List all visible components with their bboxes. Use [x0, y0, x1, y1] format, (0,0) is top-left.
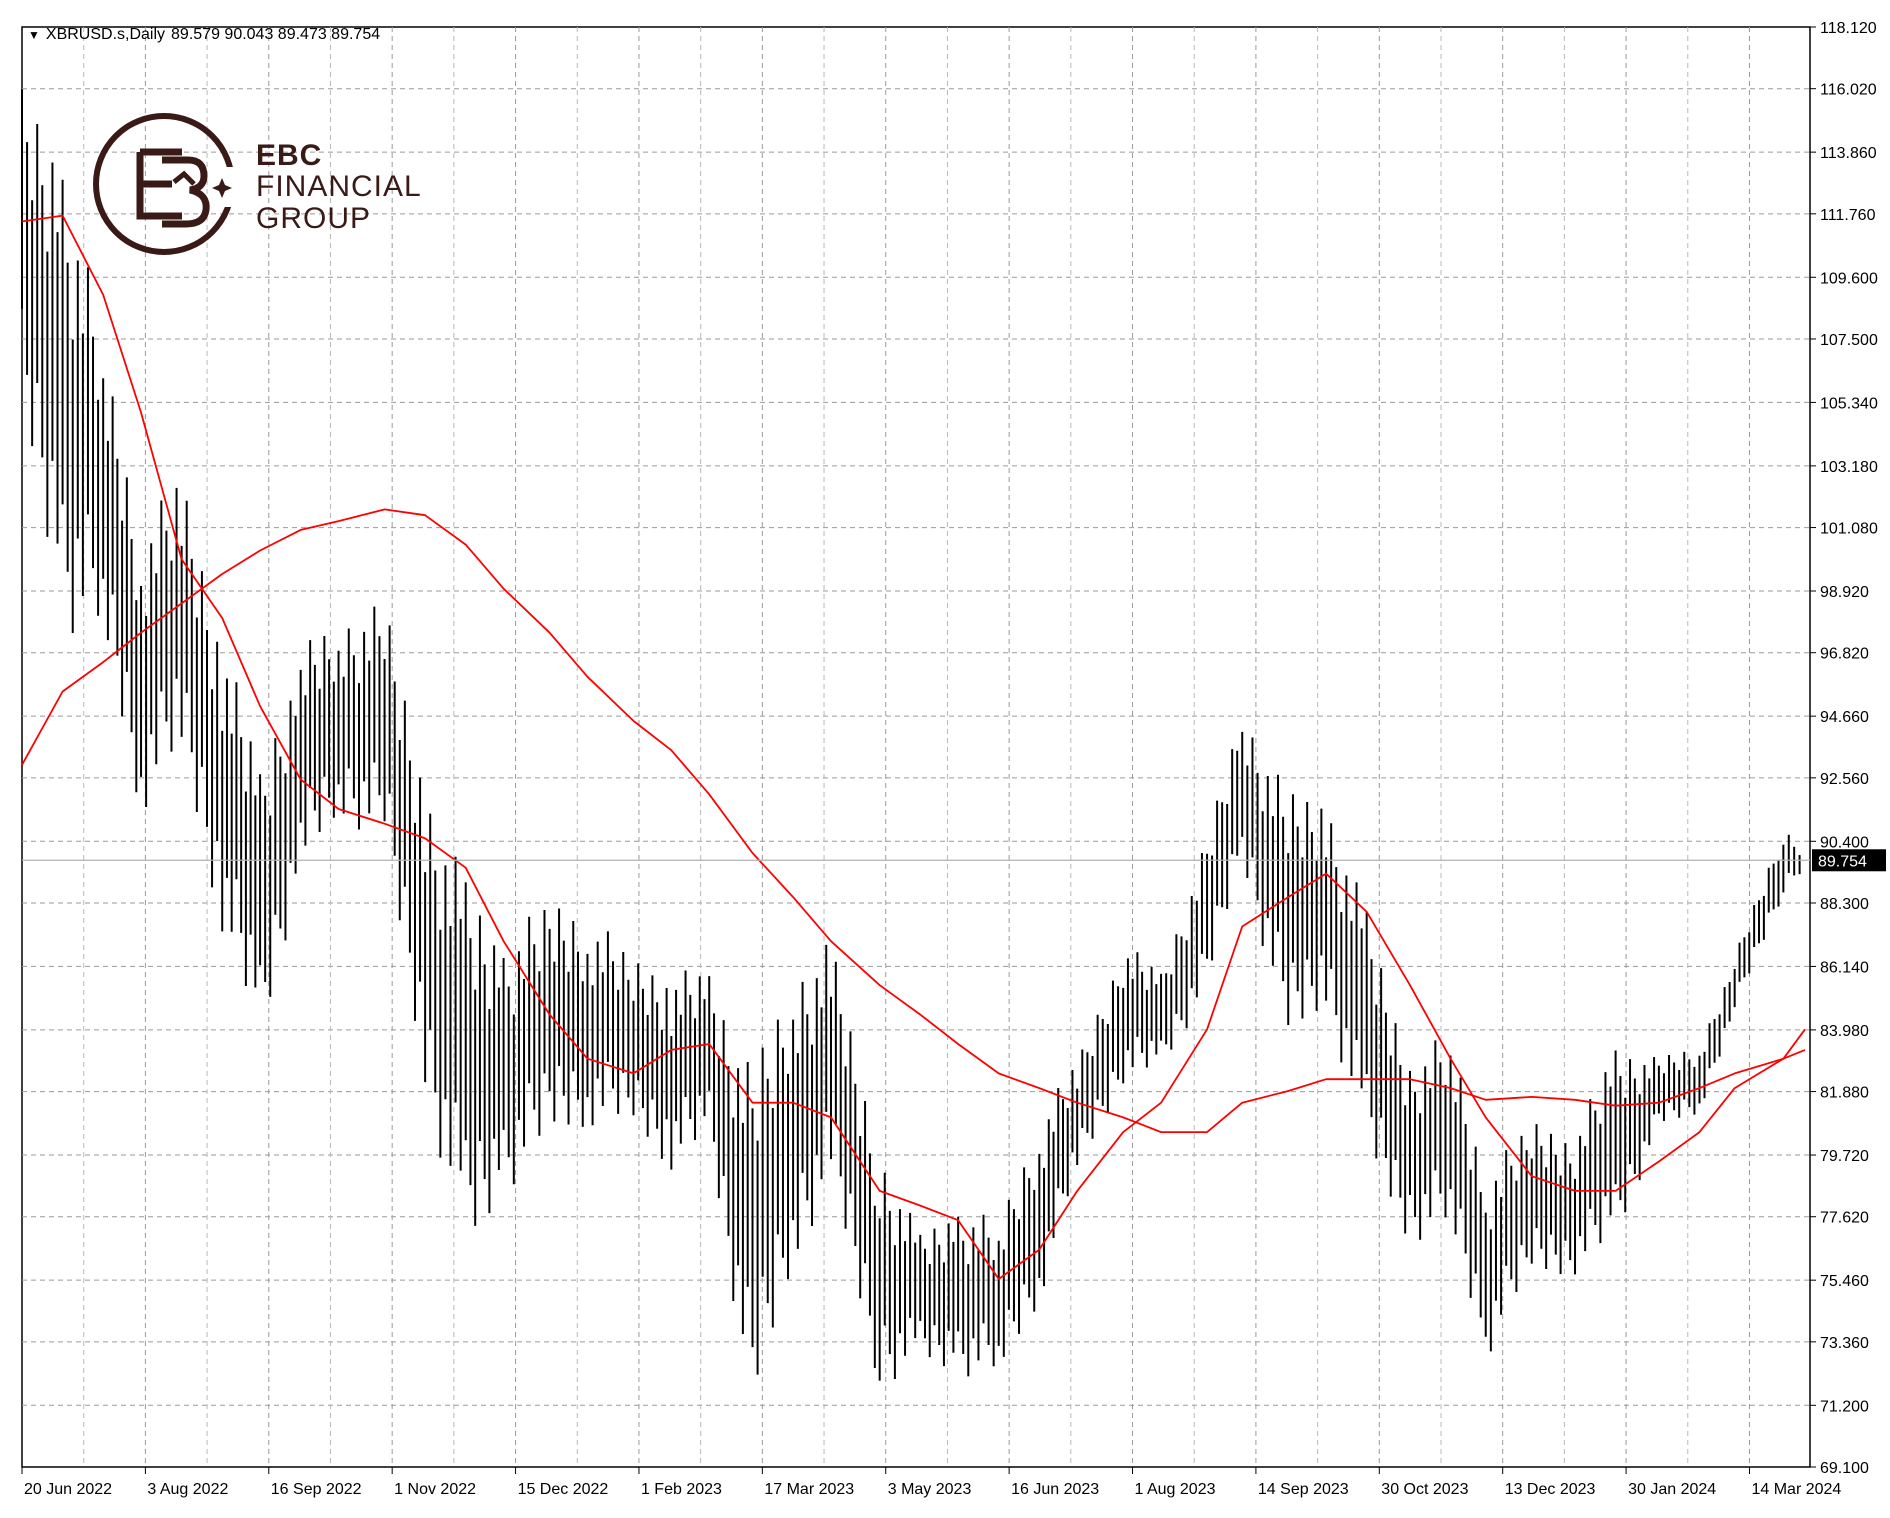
y-tick-label: 73.360	[1820, 1335, 1869, 1352]
chart-header: ▼ XBRUSD.s,Daily 89.579 90.043 89.473 89…	[28, 26, 380, 44]
current-price-badge	[1812, 849, 1886, 872]
y-tick-label: 86.140	[1820, 959, 1869, 976]
x-tick-label: 3 May 2023	[888, 1481, 972, 1498]
y-tick-label: 98.920	[1820, 584, 1869, 601]
y-tick-label: 88.300	[1820, 896, 1869, 913]
y-tick-label: 90.400	[1820, 834, 1869, 851]
y-tick-label: 71.200	[1820, 1398, 1869, 1415]
x-tick-label: 13 Dec 2023	[1505, 1481, 1596, 1498]
x-tick-label: 14 Mar 2024	[1751, 1481, 1841, 1498]
x-tick-label: 17 Mar 2023	[764, 1481, 854, 1498]
x-tick-label: 16 Jun 2023	[1011, 1481, 1099, 1498]
logo-line-financial: FINANCIAL	[256, 170, 422, 204]
moving-average-line-2	[21, 508, 1806, 1133]
y-tick-label: 69.100	[1820, 1460, 1869, 1477]
y-tick-label: 107.500	[1820, 332, 1878, 349]
ebc-logo: EBC FINANCIAL GROUP	[92, 112, 422, 262]
logo-line-ebc: EBC	[256, 138, 323, 172]
y-tick-label: 103.180	[1820, 459, 1878, 476]
x-tick-label: 3 Aug 2022	[147, 1481, 228, 1498]
current-price-label: 89.754	[1818, 853, 1867, 870]
ebc-monogram-logo-icon	[93, 113, 236, 255]
x-tick-label: 30 Oct 2023	[1381, 1481, 1468, 1498]
chart-symbol: XBRUSD.s,Daily	[45, 26, 166, 43]
y-tick-label: 111.760	[1820, 207, 1876, 224]
y-tick-label: 83.980	[1820, 1023, 1869, 1040]
y-tick-label: 92.560	[1820, 771, 1869, 788]
y-tick-label: 113.860	[1820, 145, 1877, 162]
x-tick-label: 14 Sep 2023	[1258, 1481, 1349, 1498]
y-tick-label: 116.020	[1820, 82, 1877, 99]
ebc-logo-wordmark: EBC FINANCIAL GROUP	[256, 140, 422, 235]
y-tick-label: 101.080	[1820, 521, 1878, 538]
triangle-down-icon[interactable]: ▼	[28, 28, 40, 42]
y-tick-label: 79.720	[1820, 1148, 1869, 1165]
y-tick-label: 81.880	[1820, 1085, 1869, 1102]
x-tick-label: 30 Jan 2024	[1628, 1481, 1716, 1498]
y-tick-label: 118.120	[1820, 20, 1877, 37]
x-tick-label: 1 Nov 2022	[394, 1481, 476, 1498]
y-tick-label: 105.340	[1820, 395, 1878, 412]
y-tick-label: 75.460	[1820, 1273, 1869, 1290]
x-tick-label: 1 Feb 2023	[641, 1481, 722, 1498]
logo-line-group: GROUP	[256, 201, 372, 235]
x-tick-label: 1 Aug 2023	[1135, 1481, 1216, 1498]
y-tick-label: 109.600	[1820, 270, 1878, 287]
moving-average-line-1	[21, 214, 1806, 1280]
x-tick-label: 20 Jun 2022	[24, 1481, 112, 1498]
x-tick-label: 15 Dec 2022	[518, 1481, 609, 1498]
y-tick-label: 94.660	[1820, 709, 1869, 726]
y-tick-label: 77.620	[1820, 1210, 1869, 1227]
x-tick-label: 16 Sep 2022	[271, 1481, 362, 1498]
y-tick-label: 96.820	[1820, 646, 1869, 663]
chart-ohlc-values: 89.579 90.043 89.473 89.754	[171, 26, 381, 43]
